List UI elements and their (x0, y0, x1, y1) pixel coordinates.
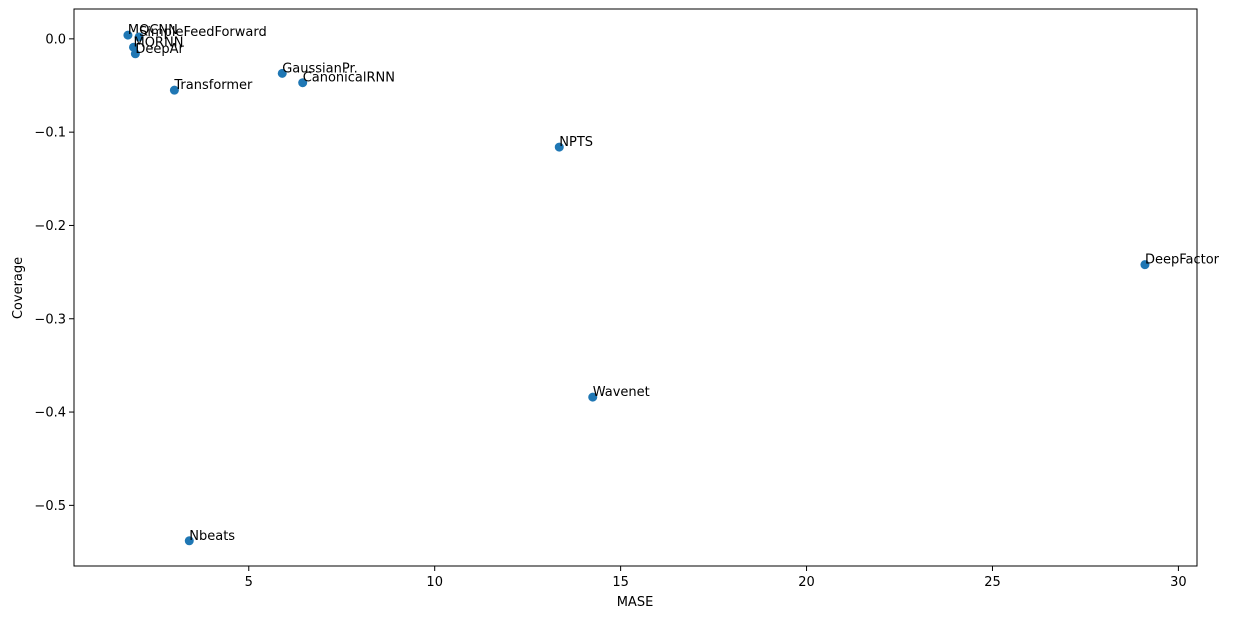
y-tick-label: −0.1 (34, 126, 66, 141)
scatter-point (130, 49, 140, 59)
y-tick-label: −0.5 (34, 499, 66, 514)
x-tick-label: 10 (426, 575, 443, 590)
y-tick-label: −0.2 (34, 219, 66, 234)
scatter-point (298, 78, 308, 88)
scatter-point (184, 536, 194, 546)
point-label: DeepAr (135, 42, 184, 57)
y-axis-title: Coverage (11, 257, 26, 319)
x-tick-label: 30 (1170, 575, 1187, 590)
point-label: GaussianPr. (282, 61, 358, 76)
x-tick-label: 15 (612, 575, 629, 590)
x-tick-label: 25 (984, 575, 1001, 590)
point-label: Transformer (173, 78, 253, 93)
y-axis: 0.0 −0.1 −0.2 −0.3 −0.4 −0.5 (34, 32, 74, 514)
point-label: NPTS (559, 135, 593, 150)
point-label: SimpleFeedForward (139, 25, 267, 40)
scatter-point (1140, 260, 1150, 270)
x-tick-label: 5 (245, 575, 253, 590)
y-tick-label: −0.3 (34, 312, 66, 327)
x-axis-title: MASE (617, 595, 654, 610)
x-axis: 5 10 15 20 25 30 (245, 566, 1187, 590)
scatter-point (277, 68, 287, 78)
plot-area: MQCNNSimpleFeedForwardMQRNNDeepArTransfo… (123, 23, 1220, 546)
x-tick-label: 20 (798, 575, 815, 590)
scatter-point (169, 85, 179, 95)
point-label: MQRNN (133, 35, 183, 50)
y-tick-label: 0.0 (45, 32, 66, 47)
scatter-point (123, 30, 133, 40)
point-label: CanonicalRNN (303, 71, 395, 86)
y-tick-label: −0.4 (34, 406, 66, 421)
scatter-point (134, 32, 144, 42)
scatter-point (554, 142, 564, 152)
point-label: DeepFactor (1145, 253, 1220, 268)
point-label: Wavenet (593, 385, 650, 400)
scatter-point (588, 392, 598, 402)
axes-frame (73, 8, 1198, 567)
point-label: Nbeats (189, 529, 235, 544)
